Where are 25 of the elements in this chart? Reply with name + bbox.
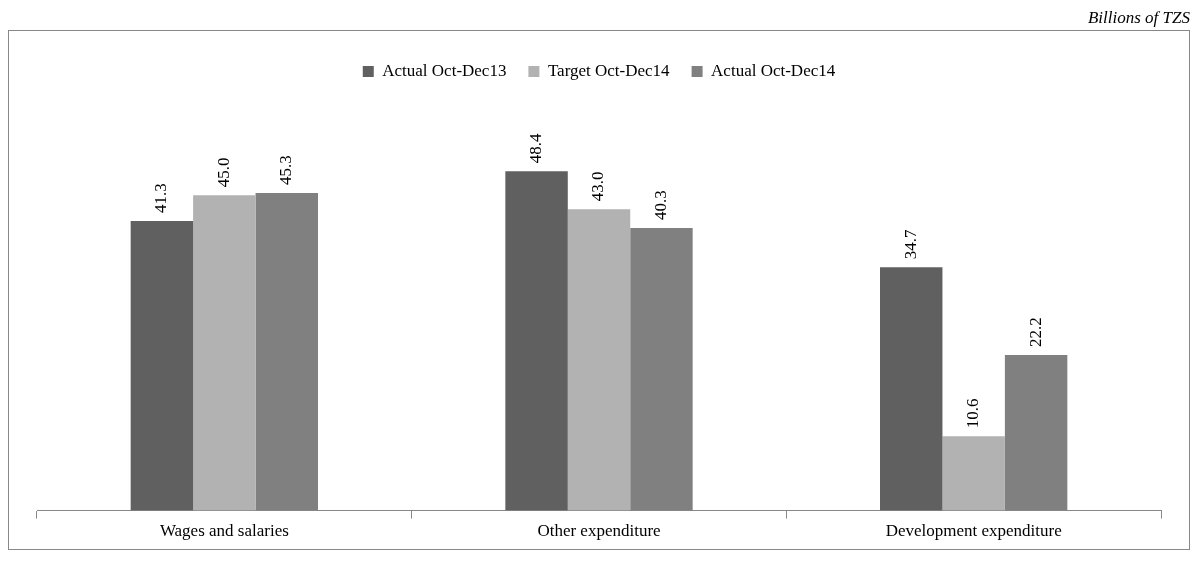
text: Billions of TZS [1086,8,1190,29]
legend-label: Target Oct-Dec14 [547,60,671,80]
bar [505,171,568,511]
x-tick-label: Other expenditure [537,521,661,541]
data-label: 43.0 [588,171,608,202]
data-label: 41.3 [151,183,171,214]
data-label: 45.3 [276,155,296,186]
data-label: 48.4 [526,133,546,164]
data-label: 45.0 [213,157,233,188]
bar [630,228,693,511]
bar [193,195,256,511]
bar [1004,354,1068,511]
data-label: 34.7 [900,229,920,260]
x-tick-label: Development expenditure [885,521,1062,541]
bar [567,209,631,511]
legend-label: Actual Oct-Dec14 [711,60,836,80]
bar [130,221,194,511]
legend-label: Actual Oct-Dec13 [382,60,507,80]
data-label: 40.3 [650,190,670,221]
data-label: 22.2 [1025,317,1045,347]
x-tick-label: Wages and salaries [159,521,289,541]
bar [880,267,943,511]
bar [942,436,1005,511]
data-label: 10.6 [963,398,983,429]
bar [255,193,318,511]
